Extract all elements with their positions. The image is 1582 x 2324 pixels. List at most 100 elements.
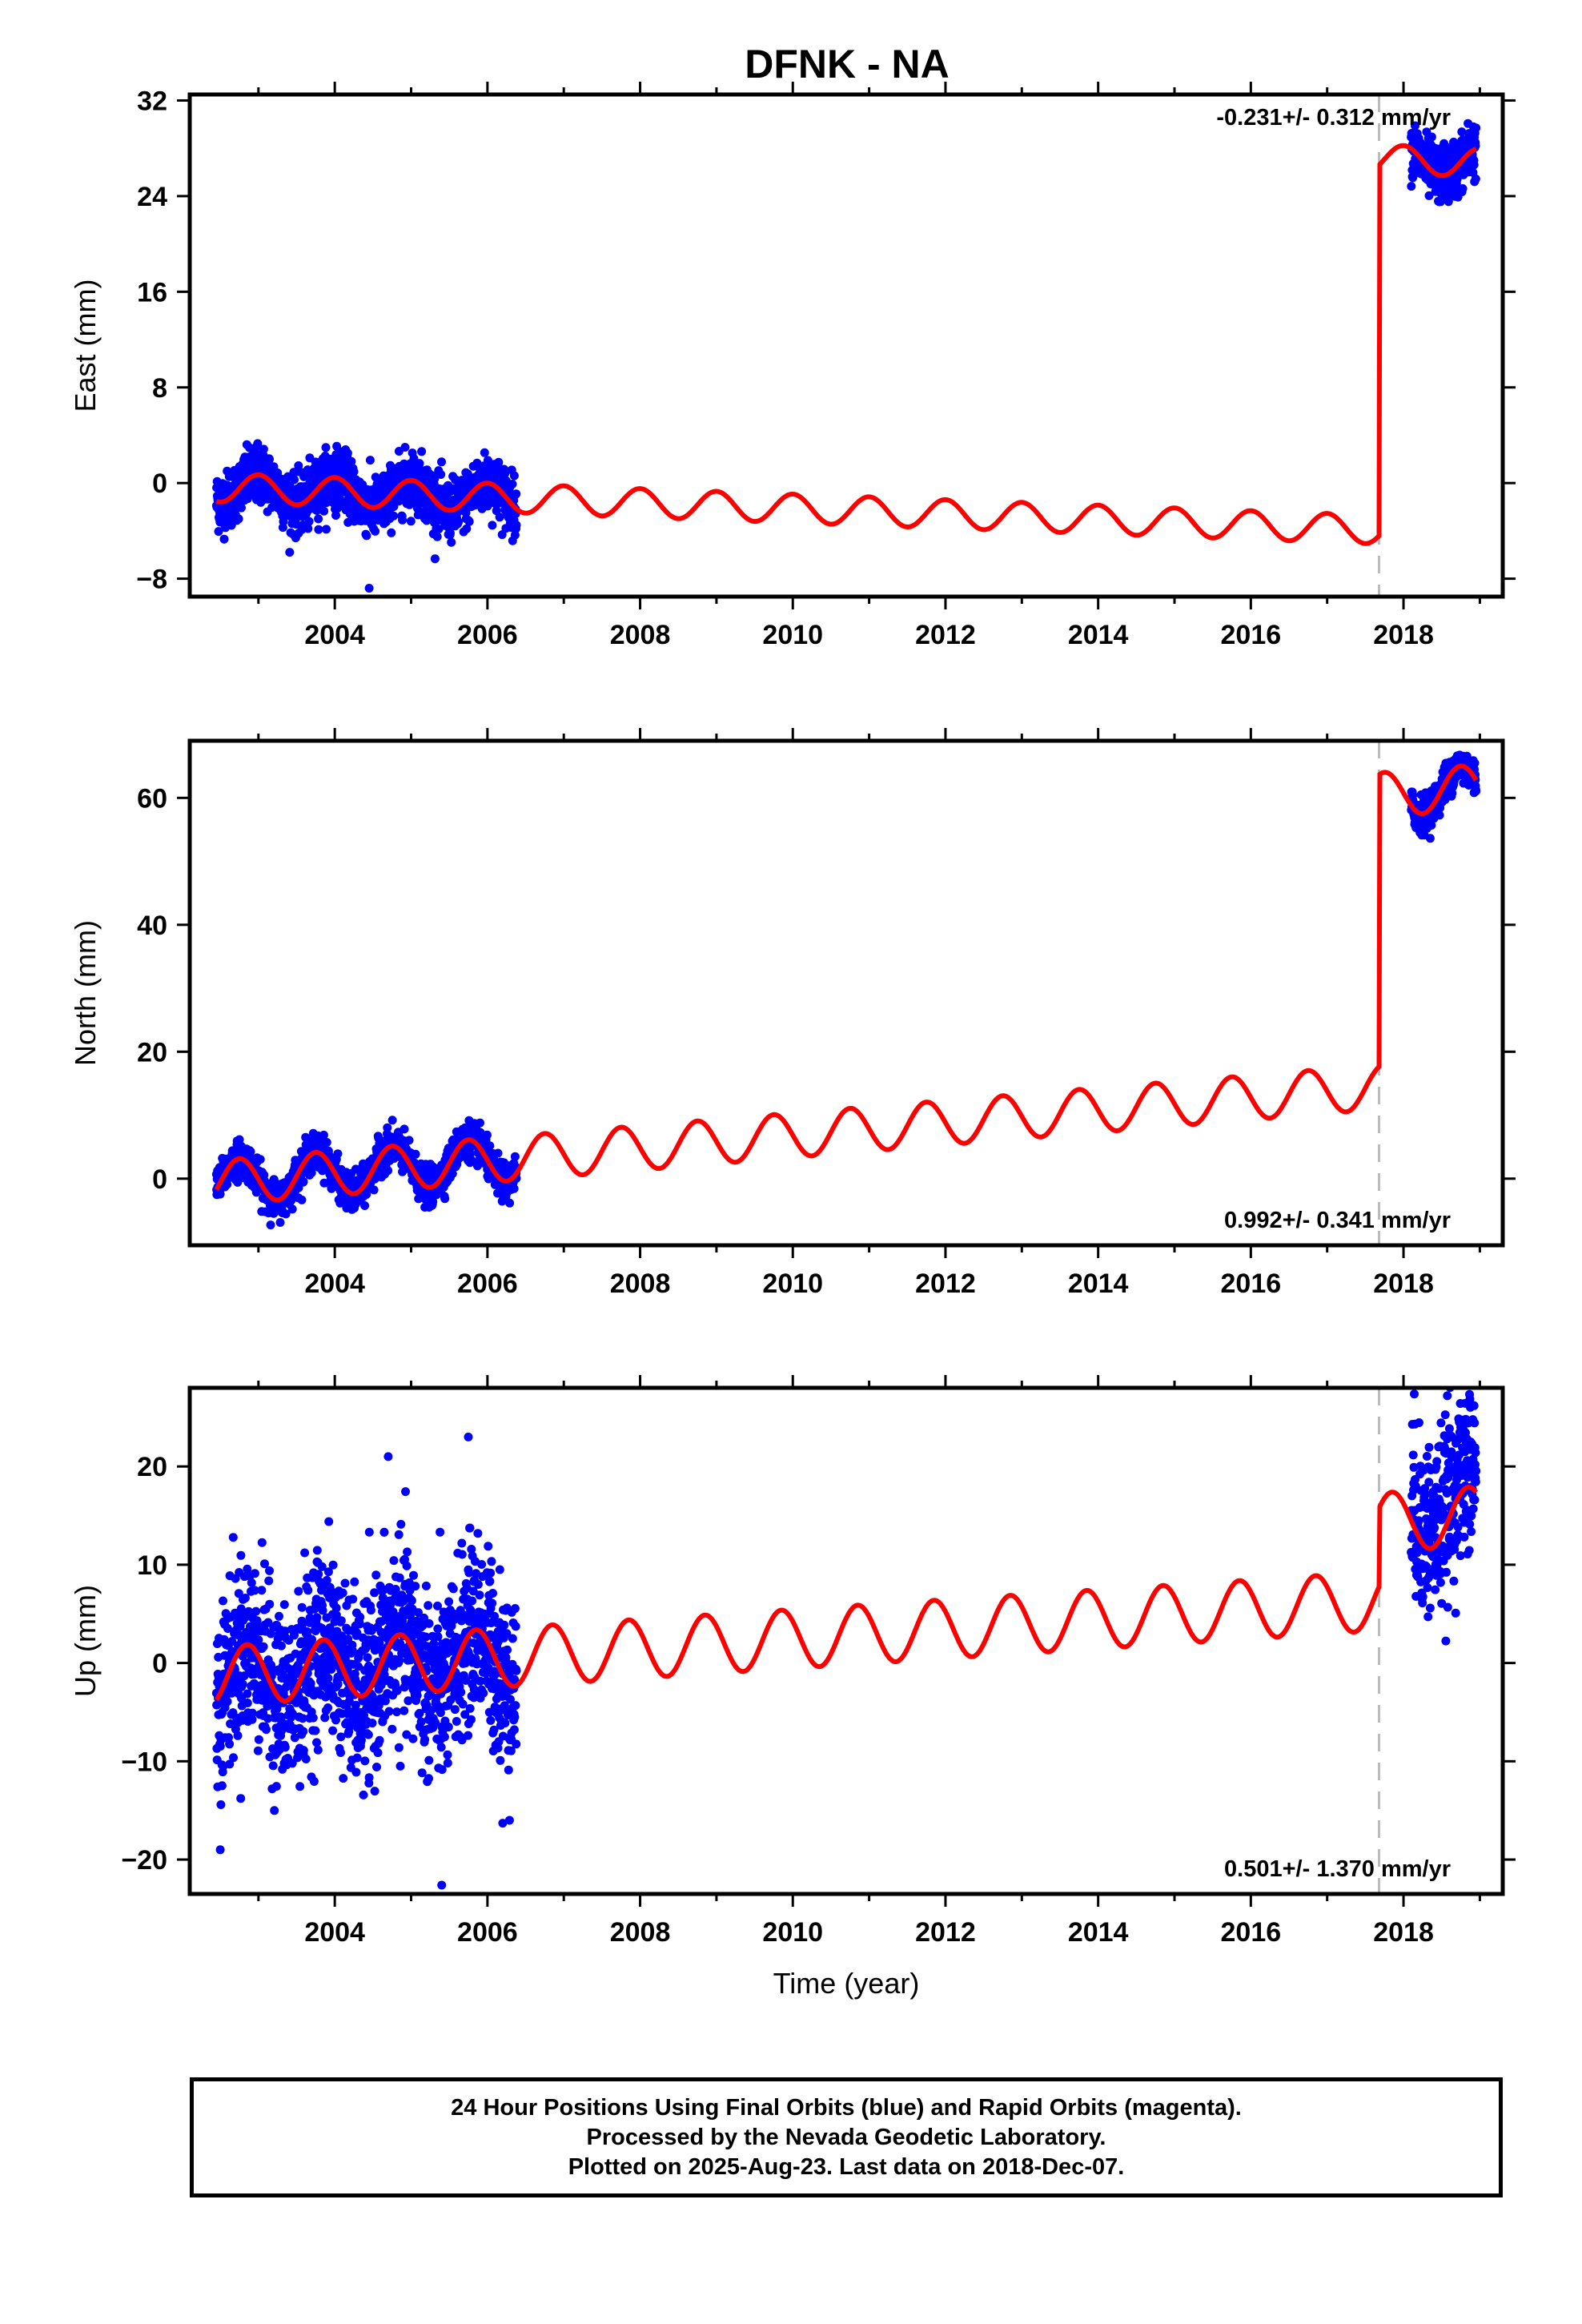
data-point [363, 1653, 372, 1663]
data-point [265, 455, 274, 464]
data-point [314, 514, 323, 524]
data-point [476, 1118, 484, 1128]
data-point [400, 1706, 409, 1715]
data-point [299, 1746, 308, 1755]
data-point [340, 1578, 350, 1588]
data-point [1469, 160, 1479, 170]
data-point [424, 1774, 433, 1783]
y-tick-label: 16 [137, 277, 167, 308]
data-point [411, 1149, 420, 1159]
data-point [486, 1568, 496, 1578]
data-point [473, 1529, 483, 1538]
data-point [450, 1705, 460, 1715]
data-point [485, 1141, 495, 1151]
data-point [308, 1713, 318, 1723]
data-point [383, 1166, 393, 1176]
x-tick-label: 2014 [1068, 1269, 1129, 1299]
data-point [447, 537, 456, 547]
data-point [276, 1715, 286, 1725]
data-point [512, 489, 521, 499]
velocity-annotation: -0.231+/- 0.312 mm/yr [1216, 105, 1451, 131]
x-tick-label: 2018 [1373, 620, 1434, 650]
data-point [436, 470, 446, 479]
data-point [448, 1584, 458, 1594]
data-point [299, 1177, 308, 1186]
data-point [323, 1703, 333, 1712]
data-point [417, 447, 427, 456]
data-point [401, 1487, 410, 1497]
data-point [229, 1753, 238, 1763]
data-point [1471, 174, 1480, 183]
data-point [356, 1735, 366, 1745]
data-point [321, 443, 331, 452]
data-point [363, 1730, 373, 1739]
data-point [1472, 123, 1481, 133]
data-point [487, 1557, 496, 1566]
data-point [285, 548, 295, 557]
data-point [227, 1637, 237, 1647]
data-point [396, 1519, 406, 1529]
data-point [448, 1169, 457, 1178]
data-point [479, 1688, 488, 1698]
data-points [211, 119, 1481, 593]
data-point [352, 1753, 362, 1763]
data-point [500, 468, 510, 478]
data-point [407, 1596, 416, 1606]
data-point [350, 1577, 359, 1586]
data-point [428, 1197, 438, 1207]
data-point [495, 1565, 504, 1574]
data-point [443, 1759, 452, 1767]
data-point [347, 456, 356, 466]
data-point [510, 1152, 520, 1161]
data-point [280, 1743, 290, 1752]
data-point [255, 1155, 265, 1164]
data-point [236, 1604, 246, 1614]
data-point [252, 1616, 262, 1626]
data-point [243, 1699, 252, 1707]
data-point [496, 1755, 505, 1765]
data-point [433, 1632, 443, 1642]
x-tick-label: 2018 [1373, 1269, 1434, 1299]
data-point [371, 526, 380, 536]
data-point [370, 1588, 379, 1598]
data-point [364, 1773, 374, 1783]
x-tick-label: 2006 [457, 1269, 518, 1299]
x-tick-label: 2012 [915, 620, 976, 650]
data-point [400, 443, 410, 452]
data-point [254, 1735, 263, 1744]
data-point [240, 1594, 250, 1602]
data-point [313, 1745, 323, 1755]
data-point [304, 517, 314, 526]
data-point [508, 480, 517, 489]
data-point [408, 1734, 418, 1743]
data-point [259, 444, 268, 454]
data-point [1424, 191, 1434, 200]
data-point [436, 1743, 446, 1752]
data-point [297, 1195, 307, 1204]
data-point [1470, 758, 1480, 768]
data-point [271, 1782, 281, 1791]
data-point [1435, 810, 1444, 820]
data-point [372, 1763, 381, 1771]
y-tick-label: 60 [137, 783, 167, 814]
data-point [360, 1756, 370, 1766]
data-point [400, 1124, 409, 1134]
data-point [304, 469, 314, 479]
y-tick-label: 20 [137, 1037, 167, 1068]
data-point [355, 1612, 365, 1622]
data-point [238, 1679, 247, 1689]
data-point [299, 1727, 308, 1736]
x-tick-label: 2008 [610, 1269, 671, 1299]
data-point [243, 1564, 252, 1574]
data-point [312, 1546, 322, 1555]
data-point [421, 1581, 431, 1590]
data-point [328, 1560, 338, 1570]
data-point [250, 1586, 259, 1595]
data-point [367, 1719, 377, 1728]
panel-east: 2004 2006 2008 2010 2012 2014 2016 2018−8081624… [69, 82, 1516, 650]
data-point [237, 503, 246, 513]
data-point [217, 1781, 227, 1791]
x-tick-label: 2004 [304, 620, 365, 650]
data-point [477, 1560, 487, 1569]
data-point [394, 1743, 404, 1752]
